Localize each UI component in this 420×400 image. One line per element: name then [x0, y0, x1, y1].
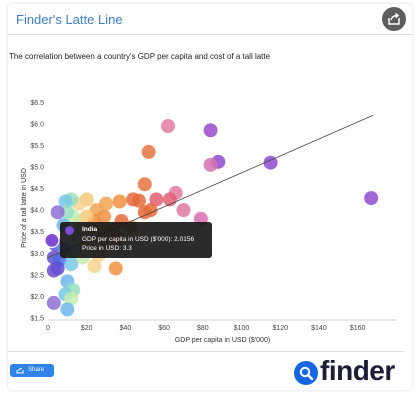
- x-tick-label: $60: [158, 325, 170, 332]
- tooltip-marker: [65, 226, 74, 235]
- y-tick-label: $2.0: [30, 294, 44, 301]
- x-tick-label: $160: [350, 325, 366, 332]
- share-icon: [388, 12, 400, 25]
- data-tooltip: India GDP per capita in USD ($'000): 2.0…: [60, 222, 212, 258]
- scatter-point: [108, 261, 123, 276]
- x-axis-label: GDP per capita in USD ($'000): [175, 337, 270, 344]
- tooltip-gdp: GDP per capita in USD ($'000): 2.0156: [82, 236, 194, 243]
- magnifier-icon: [294, 361, 318, 385]
- scatter-point: [46, 263, 61, 278]
- x-tick-label: $80: [197, 325, 209, 332]
- scatter-point: [60, 302, 75, 317]
- x-tick-label: $40: [120, 325, 132, 332]
- scatter-point: [160, 119, 175, 134]
- tooltip-gdp-value: 2.0156: [174, 236, 195, 243]
- y-tick-label: $4.5: [30, 186, 44, 193]
- scatter-point: [87, 259, 102, 274]
- tooltip-gdp-label: GDP per capita in USD ($'000):: [82, 236, 173, 243]
- y-tick-label: $5.5: [30, 143, 44, 150]
- x-tick-label: $100: [234, 325, 250, 332]
- y-tick-label: $3.0: [30, 251, 44, 258]
- x-tick-label: $20: [81, 325, 93, 332]
- logo-wordmark: finder: [320, 355, 395, 386]
- card-header: Finder's Latte Line: [8, 4, 412, 35]
- scatter-point: [149, 192, 164, 207]
- scatter-point: [137, 177, 152, 192]
- scatter-point: [203, 123, 218, 138]
- scatter-point: [46, 295, 61, 310]
- tooltip-country: India: [82, 226, 98, 233]
- chart-subtitle: The correlation between a country's GDP …: [9, 52, 271, 61]
- footer-divider: [8, 351, 404, 352]
- scatter-point: [364, 191, 379, 206]
- scatter-point: [64, 291, 79, 306]
- scatter-point: [58, 194, 73, 209]
- highlighted-point: [44, 232, 60, 248]
- y-tick-label: $2.5: [30, 272, 44, 279]
- y-tick-label: $6.5: [30, 100, 44, 107]
- y-tick-label: $1.5: [30, 316, 44, 323]
- scatter-point: [141, 144, 156, 159]
- share-icon-button[interactable]: [382, 7, 406, 31]
- chart-title: Finder's Latte Line: [16, 12, 123, 27]
- scatter-point: [137, 205, 152, 220]
- scatter-point: [64, 257, 79, 272]
- scatter-point: [263, 155, 278, 170]
- share-icon: [16, 368, 24, 374]
- x-tick-label: $140: [311, 325, 327, 332]
- tooltip-price: Price in USD: 3.3: [82, 245, 132, 252]
- x-tick-label: 0: [46, 325, 50, 332]
- scatter-point: [60, 205, 75, 220]
- y-axis-label: Price of a tall latte in USD: [21, 168, 28, 248]
- y-tick-label: $4.0: [30, 208, 44, 215]
- scatter-point: [203, 157, 218, 172]
- scatter-point: [131, 193, 146, 208]
- y-tick-label: $6.0: [30, 121, 44, 128]
- tooltip-price-value: 3.3: [122, 245, 132, 252]
- tooltip-price-label: Price in USD:: [82, 245, 122, 252]
- finder-logo: finder: [294, 355, 402, 387]
- y-tick-label: $3.5: [30, 229, 44, 236]
- share-button[interactable]: Share: [10, 364, 54, 377]
- scatter-point: [50, 205, 65, 220]
- share-button-label: Share: [28, 367, 45, 373]
- scatter-point: [176, 203, 191, 218]
- scatter-point: [112, 194, 127, 209]
- x-tick-label: $120: [272, 325, 288, 332]
- y-tick-label: $5.0: [30, 165, 44, 172]
